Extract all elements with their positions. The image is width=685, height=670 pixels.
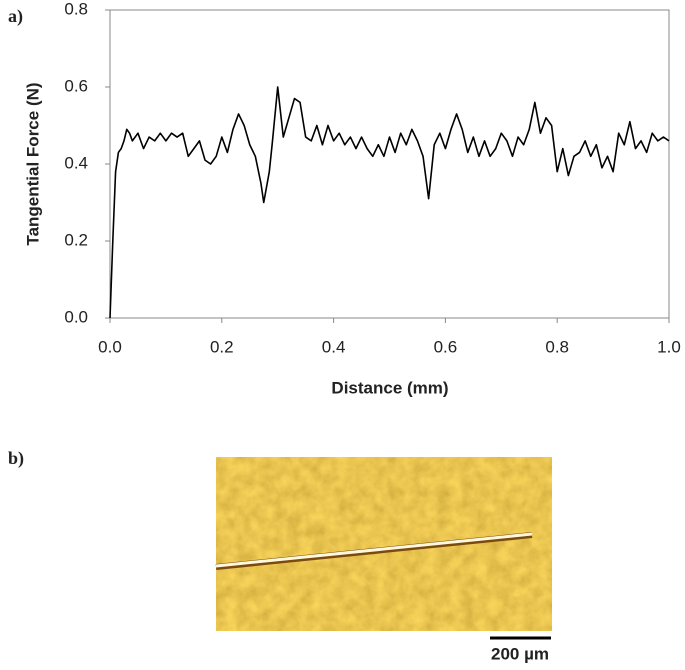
panel-label: b) [8, 448, 24, 469]
x-tick-label: 0.0 [98, 337, 122, 356]
x-tick-label: 0.4 [322, 337, 346, 356]
x-tick-label: 0.2 [210, 337, 234, 356]
panel-label: a) [8, 6, 23, 27]
data-line [109, 86, 670, 319]
y-axis-title: Tangential Force (N) [23, 82, 42, 245]
y-tick-label: 0.2 [64, 230, 88, 249]
x-tick-label: 0.8 [545, 337, 569, 356]
scratch [215, 532, 533, 568]
y-tick-label: 0.0 [64, 307, 88, 326]
y-tick-label: 0.6 [64, 76, 88, 95]
y-tick-label: 0.8 [64, 0, 88, 18]
x-tick-label: 1.0 [657, 337, 681, 356]
y-tick-label: 0.4 [64, 153, 88, 172]
x-tick-label: 0.6 [434, 337, 458, 356]
plot-frame [109, 9, 670, 319]
micrograph-texture [216, 457, 552, 631]
x-axis-title: Distance (mm) [331, 378, 448, 397]
micrograph [215, 457, 552, 631]
scale-bar-label: 200 µm [491, 644, 549, 663]
